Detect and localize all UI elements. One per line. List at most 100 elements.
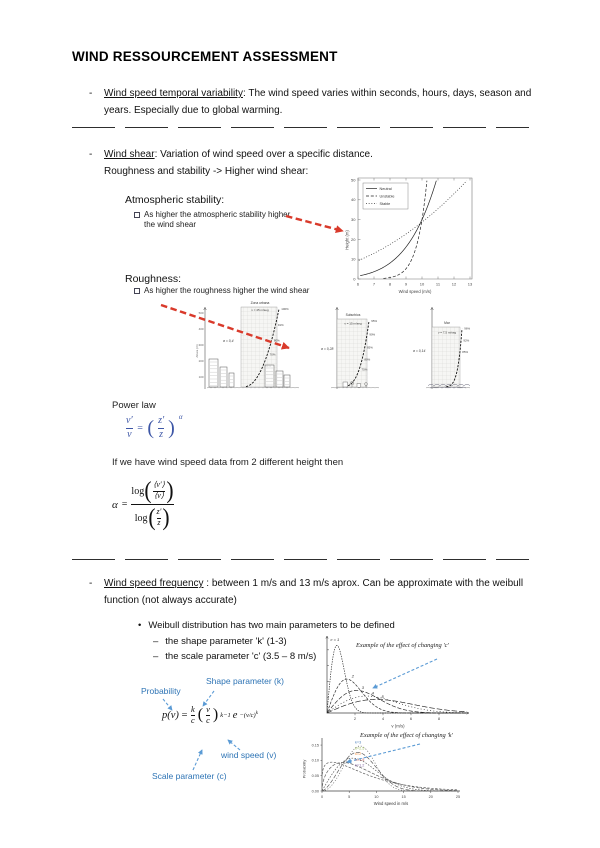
- svg-text:α = 0,28: α = 0,28: [321, 347, 334, 351]
- svg-text:0.15: 0.15: [312, 743, 319, 747]
- svg-text:α = 0,14: α = 0,14: [413, 349, 426, 353]
- svg-text:91%: 91%: [278, 323, 284, 327]
- svg-text:0.00: 0.00: [312, 789, 319, 793]
- svg-text:Suburbios: Suburbios: [346, 313, 361, 317]
- roughness-heading: Roughness:: [125, 273, 182, 285]
- bullet-dash: -: [89, 578, 93, 589]
- annotation-changing-c: Example of the effect of changing 'c': [356, 642, 449, 649]
- svg-text:11: 11: [436, 282, 441, 287]
- svg-text:50: 50: [351, 177, 356, 182]
- svg-text:20: 20: [351, 237, 356, 242]
- probability-label: Probability: [141, 686, 181, 696]
- svg-text:7: 7: [373, 282, 376, 287]
- svg-text:v = 7,5 m/seg: v = 7,5 m/seg: [438, 331, 456, 335]
- bullet-text: Wind speed frequency : between 1 m/s and…: [104, 578, 524, 606]
- svg-text:k=2.5: k=2.5: [355, 746, 364, 750]
- svg-text:k=1.2: k=1.2: [355, 764, 364, 768]
- svg-text:100: 100: [199, 375, 204, 379]
- svg-text:5: 5: [381, 694, 384, 699]
- svg-text:k=2: k=2: [355, 752, 361, 756]
- scale-parameter-label: Scale parameter (c): [152, 771, 227, 781]
- svg-text:Wind speed in m/s: Wind speed in m/s: [374, 801, 408, 806]
- svg-text:4: 4: [372, 691, 375, 696]
- svg-text:0.05: 0.05: [312, 774, 319, 778]
- svg-text:Probability: Probability: [302, 760, 307, 779]
- height-ratio-fraction: z′ z: [158, 415, 165, 440]
- svg-text:300: 300: [199, 343, 204, 347]
- blue-dashed-arrow: [227, 739, 241, 751]
- svg-text:2: 2: [354, 716, 357, 721]
- atmospheric-stability-heading: Atmospheric stability:: [125, 194, 225, 206]
- bullet-wind-speed-frequency: - Wind speed frequency : between 1 m/s a…: [89, 576, 537, 609]
- separator-line: [72, 127, 529, 129]
- log-ratio-fraction: log( ⟨v′⟩ ⟨v⟩ ) log( z′ z ): [131, 478, 174, 531]
- bullet-text: Wind speed temporal variability: The win…: [104, 88, 532, 116]
- svg-text:v (m/s): v (m/s): [391, 724, 405, 729]
- svg-text:85%: 85%: [462, 350, 468, 354]
- svg-text:70%: 70%: [270, 352, 276, 356]
- svg-text:Unstable: Unstable: [380, 195, 395, 199]
- svg-text:92%: 92%: [463, 338, 469, 342]
- svg-text:20: 20: [429, 795, 433, 799]
- svg-text:Altura (m): Altura (m): [195, 344, 199, 357]
- svg-text:95%: 95%: [371, 319, 377, 323]
- power-law-label: Power law: [112, 400, 156, 411]
- svg-text:Stable: Stable: [380, 202, 391, 206]
- dash-bullet: –: [153, 636, 159, 647]
- separator-line: [72, 559, 529, 561]
- bullet-dash: -: [89, 149, 93, 160]
- svg-text:Height (m): Height (m): [345, 230, 350, 250]
- underlined-term: Wind speed frequency: [104, 578, 204, 589]
- underlined-term: Wind speed temporal variability: [104, 88, 243, 99]
- svg-text:500: 500: [199, 311, 204, 315]
- svg-text:10: 10: [351, 257, 356, 262]
- atmospheric-stability-note: As higher the atmospheric stability high…: [134, 210, 294, 230]
- svg-text:6: 6: [357, 282, 360, 287]
- svg-text:0: 0: [321, 795, 323, 799]
- svg-text:80%: 80%: [364, 357, 370, 361]
- stability-wind-profile-chart: 6 7 8 9 10 11 12 13 0 10 20 30 40 50 Wind speed (m/s) H…: [345, 177, 473, 294]
- svg-text:Mar: Mar: [444, 321, 451, 325]
- svg-text:0.10: 0.10: [312, 759, 319, 763]
- terrain-roughness-profiles-figure: 500 400 300 200 100 Altura (m) Zona urbana v = …: [195, 301, 471, 389]
- svg-text:96%: 96%: [464, 327, 470, 331]
- dash-bullet: –: [153, 651, 159, 662]
- svg-text:Wind speed (m/s): Wind speed (m/s): [399, 289, 432, 294]
- weibull-main-bullet: • Weibull distribution has two main param…: [138, 620, 395, 631]
- power-law-formula: v′ v = ( z′ z ) α: [126, 413, 183, 440]
- svg-text:3: 3: [362, 685, 365, 690]
- svg-text:c = 1: c = 1: [331, 637, 340, 642]
- page-title: WIND RESSOURCEMENT ASSESSMENT: [72, 49, 338, 64]
- bullet-text: Wind shear: Variation of wind speed over…: [104, 147, 373, 180]
- weibull-sub-bullet-shape: – the shape parameter 'k' (1-3): [153, 636, 287, 647]
- svg-text:6: 6: [410, 716, 413, 721]
- square-bullet-icon: [134, 212, 140, 218]
- svg-text:13: 13: [468, 282, 473, 287]
- svg-text:75%: 75%: [362, 367, 368, 371]
- svg-text:2: 2: [351, 674, 355, 679]
- underlined-term: Wind shear: [104, 149, 155, 160]
- square-bullet-icon: [134, 288, 140, 294]
- alpha-exponent: α: [178, 413, 183, 421]
- svg-text:12: 12: [452, 282, 457, 287]
- red-dashed-arrow: [285, 214, 344, 234]
- velocity-ratio-fraction: v′ v: [126, 415, 133, 440]
- k-minus-1-exponent: k−1: [220, 711, 231, 719]
- svg-text:80%: 80%: [274, 338, 280, 342]
- svg-text:30: 30: [351, 217, 356, 222]
- e-exponent: −(v/c)k: [239, 711, 258, 720]
- svg-text:5: 5: [348, 795, 350, 799]
- between-text: If we have wind speed data from 2 differ…: [112, 457, 344, 468]
- svg-text:200: 200: [199, 359, 204, 363]
- weibull-sub-bullet-scale: – the scale parameter 'c' (3.5 – 8 m/s): [153, 651, 317, 662]
- bullet-dash: -: [89, 88, 93, 99]
- svg-text:4: 4: [382, 716, 385, 721]
- svg-text:85%: 85%: [367, 346, 373, 350]
- roughness-note: As higher the roughness higher the wind …: [134, 286, 374, 296]
- bullet-wind-shear: - Wind shear: Variation of wind speed ov…: [89, 147, 537, 180]
- svg-text:9: 9: [405, 282, 408, 287]
